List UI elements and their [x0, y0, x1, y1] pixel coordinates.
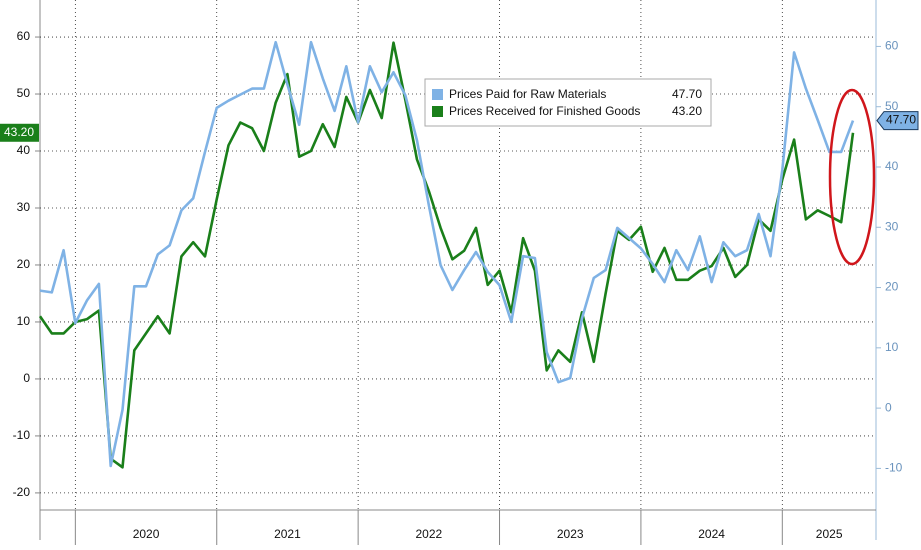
series-line	[38, 41, 855, 469]
x-tick-label: 2022	[415, 527, 442, 541]
value-tag-label: 43.20	[4, 125, 34, 139]
legend-value: 47.70	[672, 87, 702, 101]
x-tick-label: 2023	[557, 527, 584, 541]
x-tick-label: 2025	[816, 527, 843, 541]
legend-value: 43.20	[672, 104, 702, 118]
legend-label: Prices Received for Finished Goods	[449, 104, 640, 118]
legend: Prices Paid for Raw Materials Prices Rec…	[424, 78, 712, 127]
y-tick-label: 20	[17, 257, 31, 271]
value-tag-label: 47.70	[886, 113, 916, 127]
legend-swatch	[432, 89, 443, 100]
x-tick-label: 2021	[274, 527, 301, 541]
y2-tick-label: 30	[885, 219, 899, 233]
y2-tick-label: 10	[885, 340, 899, 354]
legend-box	[424, 78, 712, 127]
y2-tick-label: 20	[885, 280, 899, 294]
y2-tick-label: -10	[885, 461, 903, 475]
y-tick-label: -20	[13, 485, 31, 499]
y2-tick-label: 0	[885, 400, 892, 414]
legend-swatch	[432, 106, 443, 117]
y-tick-label: 10	[17, 314, 31, 328]
y2-tick-label: 60	[885, 39, 899, 53]
y-tick-label: 50	[17, 86, 31, 100]
value-tag	[876, 111, 919, 131]
y2-tick-label: 50	[885, 99, 899, 113]
series-line	[39, 40, 855, 468]
legend-label: Prices Paid for Raw Materials	[449, 87, 606, 101]
value-tag	[0, 123, 39, 142]
y-tick-label: -10	[13, 428, 31, 442]
y2-tick-label: 40	[885, 159, 899, 173]
y-tick-label: 30	[17, 200, 31, 214]
y-tick-label: 40	[17, 143, 31, 157]
y-tick-label: 60	[17, 29, 31, 43]
x-tick-label: 2020	[133, 527, 160, 541]
y-tick-label: 0	[23, 371, 30, 385]
x-tick-label: 2024	[698, 527, 725, 541]
highlight-ellipse	[828, 88, 876, 266]
